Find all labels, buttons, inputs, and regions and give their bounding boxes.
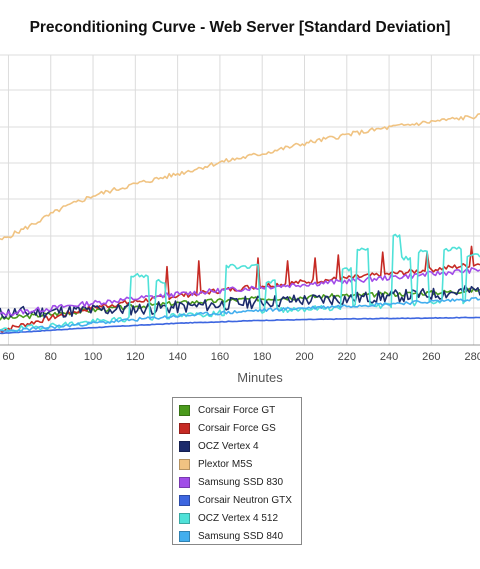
legend-item: Corsair Force GS — [179, 421, 276, 435]
x-tick-label: 180 — [253, 351, 271, 363]
x-tick-label: 160 — [211, 351, 229, 363]
legend-label: OCZ Vertex 4 512 — [198, 512, 279, 524]
series-line — [0, 113, 480, 241]
series-line — [0, 284, 480, 319]
legend: Corsair Force GT Corsair Force GS OCZ Vert… — [172, 397, 302, 545]
x-tick-label: 80 — [45, 351, 57, 363]
legend-label: Samsung SSD 840 — [198, 530, 284, 542]
x-tick-label: 120 — [126, 351, 144, 363]
series-layer — [0, 113, 480, 335]
legend-label: Samsung SSD 830 — [198, 476, 284, 488]
series-line — [0, 296, 480, 333]
legend-item: Corsair Neutron GTX — [179, 493, 292, 507]
axis-layer: 60 80 100 120 140 160 180 200 220 240 260 280 Minute… — [0, 344, 480, 385]
legend-item: OCZ Vertex 4 512 — [179, 511, 278, 525]
x-tick-label: 240 — [380, 351, 398, 363]
legend-label: Corsair Neutron GTX — [198, 494, 292, 506]
legend-label: OCZ Vertex 4 — [198, 440, 259, 452]
x-tick-label: 200 — [295, 351, 313, 363]
x-tick-label: 260 — [422, 351, 440, 363]
x-tick-label: 220 — [338, 351, 356, 363]
legend-label: Corsair Force GT — [198, 404, 276, 416]
legend-swatch — [179, 494, 190, 506]
legend-item: Corsair Force GT — [179, 403, 275, 417]
x-axis-title: Minutes — [237, 370, 283, 385]
legend-swatch — [179, 440, 190, 452]
grid-layer — [0, 54, 480, 345]
legend-swatch — [179, 422, 190, 434]
legend-swatch — [179, 512, 190, 524]
series-line — [0, 233, 480, 332]
x-tick-label: 60 — [2, 351, 14, 363]
legend-item: Samsung SSD 840 — [179, 529, 283, 543]
chart-title: Preconditioning Curve - Web Server [Stan… — [29, 19, 451, 36]
legend-item: OCZ Vertex 4 — [179, 439, 259, 453]
legend-swatch — [179, 404, 190, 416]
series-line — [0, 267, 480, 317]
legend-swatch — [179, 530, 190, 542]
legend-swatch — [179, 458, 190, 470]
legend-item: Samsung SSD 830 — [179, 475, 283, 489]
series-line — [0, 316, 480, 335]
x-tick-label: 140 — [168, 351, 186, 363]
legend-item: Plextor M5S — [179, 457, 252, 471]
legend-label: Corsair Force GS — [198, 422, 276, 434]
legend-swatch — [179, 476, 190, 488]
legend-label: Plextor M5S — [198, 458, 253, 470]
x-tick-label: 280 — [464, 351, 480, 363]
x-tick-label: 100 — [84, 351, 102, 363]
